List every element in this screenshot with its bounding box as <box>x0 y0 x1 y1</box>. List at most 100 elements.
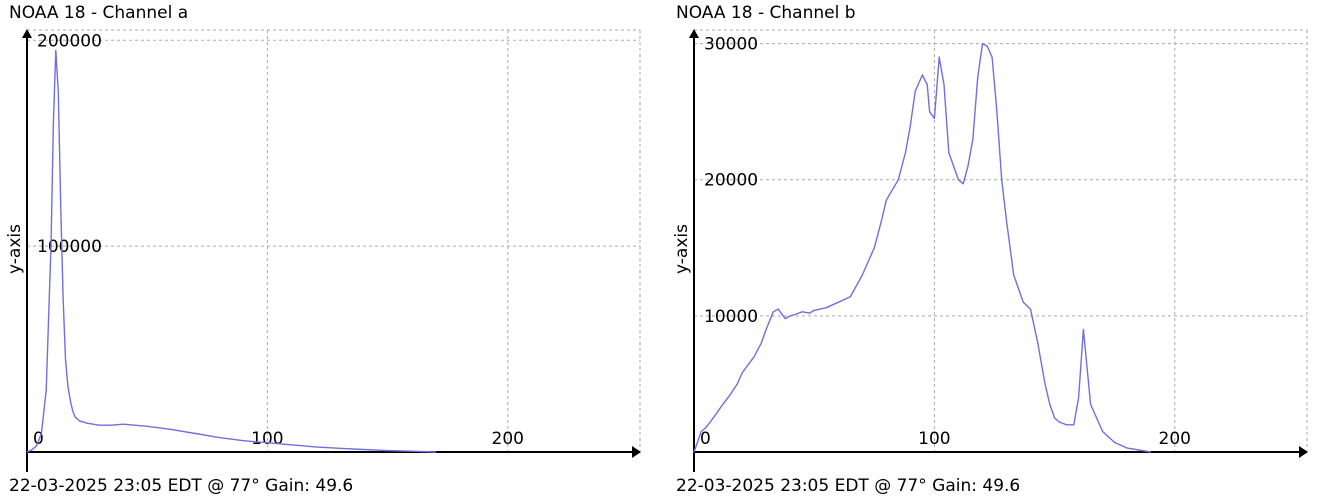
data-point <box>1078 396 1080 399</box>
data-point <box>266 442 268 444</box>
y-tick-label: 10000 <box>704 307 758 327</box>
data-point <box>1114 441 1116 444</box>
x-tick-label: 200 <box>1159 429 1191 449</box>
data-point <box>736 383 738 385</box>
data-point <box>741 372 743 374</box>
data-point <box>110 424 112 426</box>
data-point <box>986 45 988 47</box>
data-point <box>1090 403 1092 405</box>
y-axis-arrow <box>22 29 32 38</box>
data-point <box>1058 421 1060 423</box>
data-point <box>435 451 437 453</box>
data-point <box>31 449 33 451</box>
data-point <box>1017 288 1020 290</box>
data-point <box>849 296 851 298</box>
data-point <box>972 138 974 140</box>
data-point <box>387 450 389 452</box>
data-point <box>146 425 148 427</box>
data-point <box>98 424 100 426</box>
data-point <box>943 83 945 86</box>
data-point <box>712 417 714 419</box>
data-point <box>977 77 979 79</box>
x-tick-label: 100 <box>251 429 283 449</box>
data-point <box>1037 342 1039 344</box>
data-point <box>40 432 43 435</box>
data-point <box>134 424 136 426</box>
data-point <box>1044 383 1046 385</box>
data-point <box>967 165 969 167</box>
x-tick-label: 0 <box>700 429 711 449</box>
chart-footer-b: 22-03-2025 23:05 EDT @ 77° Gain: 49.6 <box>676 476 1021 496</box>
data-point <box>242 440 244 442</box>
line-chart-a: 0 100 200 100000 200000 y-axis <box>5 29 641 472</box>
y-axis-label: y-axis <box>5 224 25 274</box>
data-point <box>933 117 935 120</box>
y-tick-label: 100000 <box>37 237 102 257</box>
data-point <box>914 90 916 92</box>
data-point <box>50 245 52 247</box>
data-point <box>57 91 59 93</box>
data-point <box>1082 328 1084 331</box>
data-point <box>1066 424 1068 426</box>
data-point <box>929 111 931 113</box>
data-point <box>74 416 76 418</box>
data-point <box>72 410 74 412</box>
data-point <box>1029 308 1032 310</box>
data-point <box>904 151 907 154</box>
data-point <box>837 301 839 303</box>
data-point <box>885 199 887 201</box>
data-point <box>813 309 815 311</box>
data-point <box>861 274 863 276</box>
data-point <box>411 450 413 452</box>
chart-panel-a: 0 100 200 100000 200000 y-axis NOAA 18 - Chan… <box>5 3 641 496</box>
line-chart-b: 0 100 200 10000 20000 30000 y-axis <box>672 29 1308 472</box>
data-point <box>981 43 984 45</box>
data-point <box>86 422 88 424</box>
y-axis-label: y-axis <box>672 224 692 274</box>
data-point <box>996 111 998 113</box>
data-point <box>909 124 911 126</box>
data-point <box>957 179 959 181</box>
y-tick-label: 200000 <box>37 31 102 51</box>
data-point <box>753 356 755 358</box>
data-point <box>1001 179 1003 181</box>
series-line <box>693 42 1151 453</box>
data-point <box>290 444 292 446</box>
y-tick-label: 20000 <box>704 171 758 191</box>
data-point <box>314 446 317 448</box>
data-point <box>69 399 71 402</box>
data-point <box>1073 424 1075 426</box>
data-point <box>362 448 365 451</box>
y-axis-arrow <box>689 29 699 38</box>
data-point <box>962 183 964 185</box>
data-point <box>1013 274 1015 276</box>
data-point <box>79 420 81 422</box>
data-point <box>700 431 702 433</box>
chart-title-a: NOAA 18 - Channel a <box>9 3 189 23</box>
data-point <box>760 342 762 344</box>
chart-footer-a: 22-03-2025 23:05 EDT @ 77° Gain: 49.6 <box>9 476 354 496</box>
data-point <box>825 307 827 309</box>
data-point <box>772 311 774 313</box>
chart-panel-b: 0 100 200 10000 20000 30000 y-axis NOAA 18 - C… <box>667 0 1334 500</box>
x-tick-label: 0 <box>33 429 44 449</box>
data-point <box>808 312 810 314</box>
data-point <box>784 318 786 320</box>
data-point <box>794 313 796 316</box>
data-point <box>1150 451 1152 453</box>
data-point <box>1054 417 1056 419</box>
data-point <box>938 56 940 58</box>
data-point <box>722 403 724 405</box>
data-point <box>921 74 923 76</box>
data-point <box>45 389 47 391</box>
data-point <box>338 447 341 449</box>
data-point <box>953 165 955 167</box>
data-point <box>64 358 67 360</box>
data-point <box>801 311 803 313</box>
data-point <box>60 204 62 206</box>
data-point <box>948 151 950 154</box>
data-point <box>67 385 69 387</box>
data-point <box>1102 431 1104 433</box>
x-axis-arrow <box>1299 446 1308 458</box>
data-point <box>789 315 791 317</box>
